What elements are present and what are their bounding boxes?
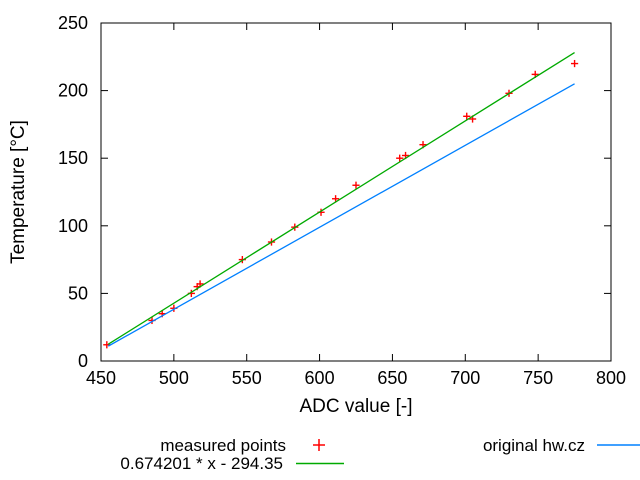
x-tick-label: 800 [596, 368, 626, 388]
y-tick-label: 200 [58, 81, 88, 101]
legend-label-original-hwcz: original hw.cz [483, 436, 585, 455]
legend-label-measured-points: measured points [160, 436, 286, 455]
y-tick-label: 50 [68, 283, 88, 303]
series-line-2 [107, 83, 575, 347]
x-tick-label: 450 [86, 368, 116, 388]
x-tick-label: 600 [305, 368, 335, 388]
series-points-0 [103, 59, 579, 349]
x-tick-label: 500 [159, 368, 189, 388]
x-axis-label: ADC value [-] [300, 396, 413, 417]
plot-border [100, 22, 612, 362]
legend-measured-marker-plus-icon [313, 439, 325, 451]
legend-label-fit-formula: 0.674201 * x - 294.35 [120, 454, 283, 473]
x-tick-label: 750 [523, 368, 553, 388]
series-line-1 [107, 51, 575, 345]
y-tick-label: 0 [78, 351, 88, 371]
y-axis-label: Temperature [°C] [8, 120, 29, 264]
y-tick-label: 150 [58, 148, 88, 168]
x-tick-label: 550 [232, 368, 262, 388]
x-tick-label: 700 [450, 368, 480, 388]
y-tick-label: 100 [58, 216, 88, 236]
y-tick-label: 250 [58, 13, 88, 33]
x-tick-label: 650 [377, 368, 407, 388]
plot-area: 450 500 550 600 650 700 750 800 0 50 100 150 200 250 [58, 13, 626, 388]
